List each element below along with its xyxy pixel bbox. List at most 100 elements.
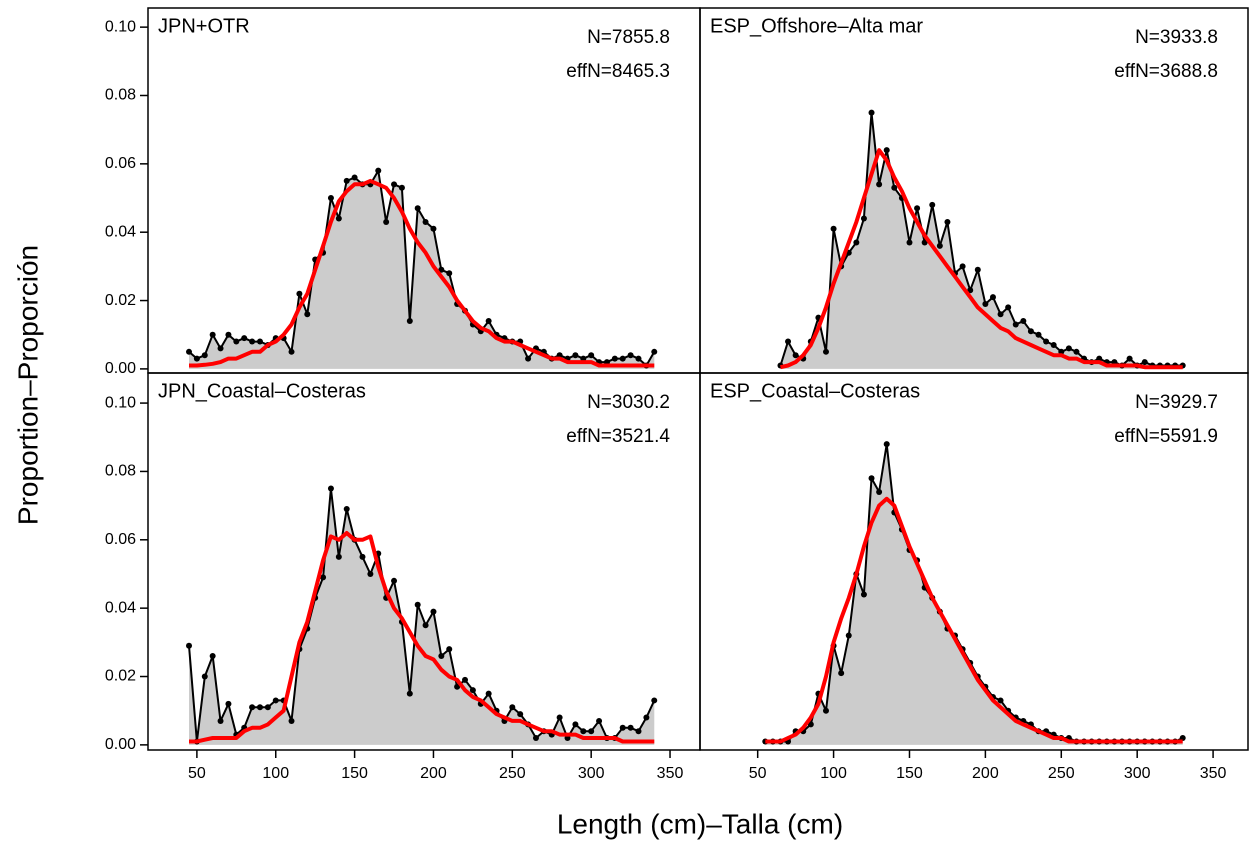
annotation: effN=8465.3 xyxy=(566,61,670,82)
point xyxy=(249,704,256,711)
point xyxy=(217,345,224,352)
point xyxy=(209,331,216,338)
point xyxy=(588,352,595,359)
x-tick-label: 150 xyxy=(896,765,923,782)
point xyxy=(375,167,382,174)
point xyxy=(264,704,271,711)
point xyxy=(201,673,208,680)
point xyxy=(822,348,829,355)
point xyxy=(469,687,476,694)
x-tick-label: 250 xyxy=(1048,765,1075,782)
point xyxy=(225,331,232,338)
point xyxy=(343,506,350,513)
point xyxy=(430,608,437,615)
point xyxy=(868,475,875,482)
x-tick-label: 100 xyxy=(820,765,847,782)
line xyxy=(189,531,655,744)
panel-title: ESP_Coastal–Costeras xyxy=(710,380,920,402)
point xyxy=(256,704,263,711)
point xyxy=(256,338,263,345)
point xyxy=(1005,304,1012,311)
point xyxy=(997,697,1004,704)
point xyxy=(627,352,634,359)
point xyxy=(430,225,437,232)
point xyxy=(1020,318,1027,325)
panel-title: ESP_Offshore–Alta mar xyxy=(710,15,923,37)
point xyxy=(853,239,860,246)
point xyxy=(532,735,539,742)
point xyxy=(572,352,579,359)
point xyxy=(572,721,579,728)
y-tick-label: 0.10 xyxy=(105,394,136,411)
x-tick-label: 100 xyxy=(262,765,289,782)
point xyxy=(525,355,532,362)
annotation: effN=3521.4 xyxy=(566,426,670,447)
point xyxy=(343,177,350,184)
point xyxy=(906,239,913,246)
point xyxy=(367,570,374,577)
point xyxy=(438,266,445,273)
point xyxy=(936,242,943,249)
point xyxy=(335,553,342,560)
point xyxy=(989,294,996,301)
point xyxy=(391,577,398,584)
point xyxy=(422,622,429,629)
point xyxy=(351,174,358,181)
point xyxy=(327,485,334,492)
point xyxy=(414,205,421,212)
point xyxy=(997,311,1004,318)
panel-title: JPN+OTR xyxy=(158,15,250,37)
line xyxy=(189,178,655,368)
y-tick-label: 0.04 xyxy=(105,599,136,616)
point xyxy=(596,717,603,724)
point xyxy=(785,338,792,345)
panel-title: JPN_Coastal–Costeras xyxy=(158,380,366,402)
point xyxy=(611,355,618,362)
point xyxy=(845,632,852,639)
point xyxy=(883,147,890,154)
annotation: N=7855.8 xyxy=(587,27,670,48)
annotation: N=3929.7 xyxy=(1135,392,1218,413)
point xyxy=(588,728,595,735)
line xyxy=(765,496,1183,744)
x-tick-label: 200 xyxy=(972,765,999,782)
x-tick-label: 200 xyxy=(420,765,447,782)
x-tick-label: 150 xyxy=(341,765,368,782)
point xyxy=(1035,331,1042,338)
point xyxy=(485,690,492,697)
point xyxy=(249,338,256,345)
y-tick-label: 0.08 xyxy=(105,87,136,104)
y-axis-label: Proportion–Proporción xyxy=(12,245,43,525)
point xyxy=(446,270,453,277)
y-tick-label: 0.02 xyxy=(105,292,136,309)
point xyxy=(186,348,193,355)
point xyxy=(651,697,658,704)
point xyxy=(635,355,642,362)
x-tick-label: 350 xyxy=(1200,765,1227,782)
point xyxy=(288,717,295,724)
point xyxy=(327,195,334,202)
point xyxy=(651,348,658,355)
point xyxy=(296,290,303,297)
point xyxy=(398,184,405,191)
point xyxy=(876,488,883,495)
y-tick-label: 0.06 xyxy=(105,155,136,172)
point xyxy=(1126,355,1133,362)
point xyxy=(830,225,837,232)
point xyxy=(359,553,366,560)
point xyxy=(1050,341,1057,348)
point xyxy=(454,683,461,690)
area xyxy=(780,112,1183,369)
point xyxy=(225,700,232,707)
x-axis-label: Length (cm)–Talla (cm) xyxy=(557,808,843,839)
point xyxy=(838,670,845,677)
point xyxy=(929,201,936,208)
point xyxy=(914,205,921,212)
point xyxy=(422,218,429,225)
point xyxy=(438,653,445,660)
point xyxy=(304,311,311,318)
point xyxy=(556,714,563,721)
y-tick-label: 0.06 xyxy=(105,531,136,548)
